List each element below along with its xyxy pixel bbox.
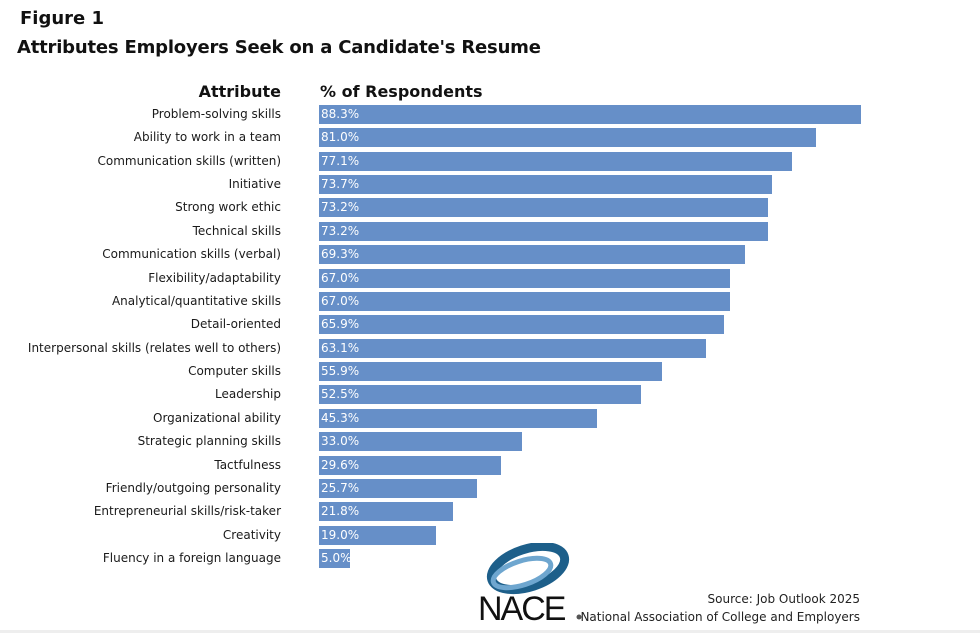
bar bbox=[319, 175, 772, 195]
bar bbox=[319, 549, 350, 569]
data-label: 5.0% bbox=[321, 551, 352, 566]
data-label: 33.0% bbox=[321, 434, 360, 449]
bar bbox=[319, 502, 453, 522]
data-label: 73.7% bbox=[321, 177, 360, 192]
bar bbox=[319, 338, 707, 358]
bar bbox=[319, 268, 731, 288]
bar bbox=[319, 291, 731, 311]
data-label: 73.2% bbox=[321, 223, 360, 238]
data-label: 81.0% bbox=[321, 130, 360, 145]
data-label: 67.0% bbox=[321, 270, 360, 285]
category-label: Detail-oriented bbox=[190, 317, 281, 332]
bar bbox=[319, 151, 793, 171]
bar bbox=[319, 198, 769, 218]
data-label: 77.1% bbox=[321, 153, 360, 168]
bar bbox=[319, 362, 663, 382]
data-label: 73.2% bbox=[321, 200, 360, 215]
data-label: 55.9% bbox=[321, 364, 360, 379]
x-axis-header: % of Respondents bbox=[320, 82, 483, 101]
data-label: 25.7% bbox=[321, 480, 360, 495]
category-label: Strategic planning skills bbox=[137, 434, 281, 449]
category-label: Problem-solving skills bbox=[151, 107, 281, 121]
bar bbox=[319, 315, 724, 335]
bar bbox=[319, 245, 745, 265]
category-label: Communication skills (verbal) bbox=[102, 247, 281, 262]
category-label: Organizational ability bbox=[153, 410, 281, 425]
bar bbox=[319, 525, 436, 545]
category-label: Friendly/outgoing personality bbox=[105, 480, 281, 495]
bar bbox=[319, 408, 598, 428]
data-label: 69.3% bbox=[321, 247, 360, 262]
bar bbox=[319, 432, 522, 452]
data-label: 52.5% bbox=[321, 387, 360, 402]
category-label: Entrepreneurial skills/risk-taker bbox=[93, 504, 281, 519]
nace-logo: NACE bbox=[478, 543, 582, 625]
data-label: 65.9% bbox=[321, 317, 360, 332]
data-label: 63.1% bbox=[321, 340, 360, 355]
category-label: Tactfulness bbox=[214, 457, 281, 472]
bar bbox=[319, 105, 862, 124]
category-label: Interpersonal skills (relates well to ot… bbox=[27, 340, 281, 355]
data-label: 29.6% bbox=[321, 457, 360, 472]
category-label: Leadership bbox=[215, 387, 281, 402]
category-label: Ability to work in a team bbox=[133, 130, 281, 145]
bar bbox=[319, 385, 642, 405]
bar bbox=[319, 221, 769, 241]
bar bbox=[319, 478, 477, 498]
data-label: 67.0% bbox=[321, 293, 360, 308]
svg-text:NACE: NACE bbox=[478, 590, 566, 625]
category-label: Technical skills bbox=[192, 223, 281, 238]
category-label: Flexibility/adaptability bbox=[148, 270, 281, 285]
data-label: 21.8% bbox=[321, 504, 360, 519]
chart-title: Attributes Employers Seek on a Candidate… bbox=[17, 37, 541, 58]
category-label: Strong work ethic bbox=[175, 200, 281, 215]
divider bbox=[0, 630, 980, 633]
category-label: Computer skills bbox=[188, 364, 281, 379]
data-label: 45.3% bbox=[321, 410, 360, 425]
category-label: Creativity bbox=[222, 527, 281, 542]
y-axis-header: Attribute bbox=[198, 82, 281, 101]
data-label: 19.0% bbox=[321, 527, 360, 542]
category-label: Initiative bbox=[228, 177, 281, 192]
bar bbox=[319, 455, 501, 475]
bar bbox=[319, 128, 817, 148]
category-label: Analytical/quantitative skills bbox=[111, 293, 281, 308]
category-label: Communication skills (written) bbox=[97, 153, 281, 168]
data-label: 88.3% bbox=[321, 107, 360, 121]
category-label: Fluency in a foreign language bbox=[102, 551, 281, 566]
source-organization: National Association of College and Empl… bbox=[580, 610, 860, 624]
source-line: Source: Job Outlook 2025 bbox=[707, 592, 860, 606]
figure-label: Figure 1 bbox=[20, 8, 105, 29]
